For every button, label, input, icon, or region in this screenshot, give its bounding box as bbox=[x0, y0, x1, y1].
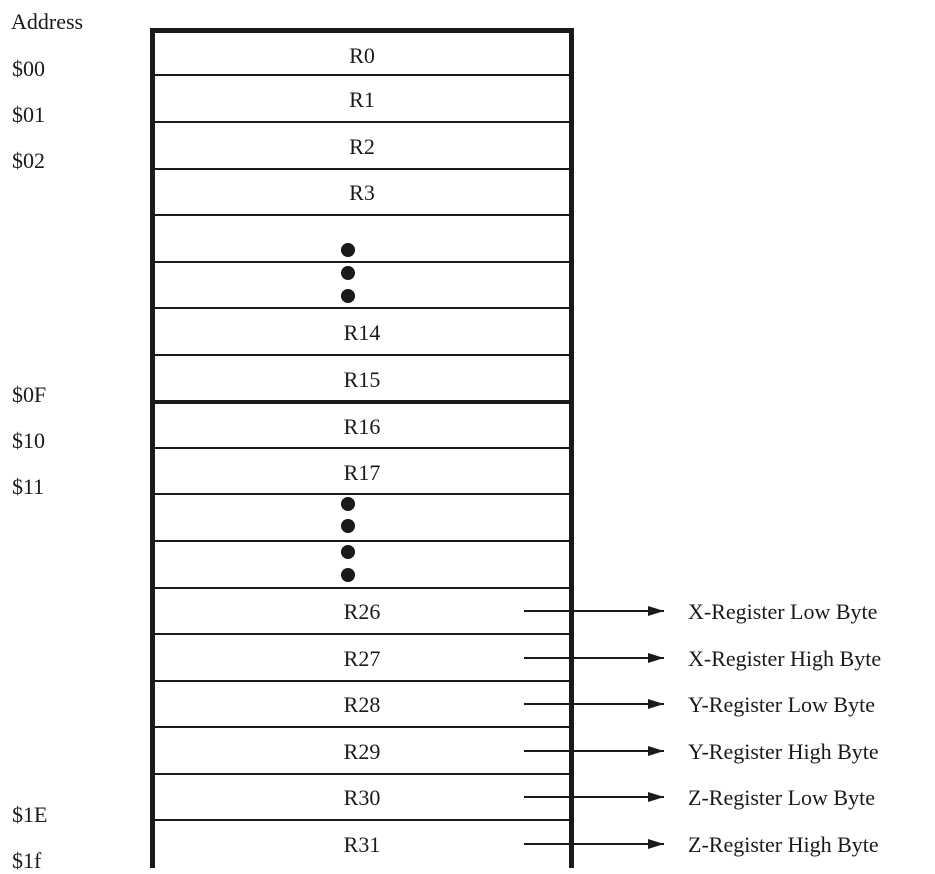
address-1e: $1E bbox=[12, 802, 48, 827]
pointer-label-y-high: Y-Register High Byte bbox=[688, 739, 879, 764]
row-divider bbox=[154, 261, 570, 263]
row-divider bbox=[154, 726, 570, 728]
register-row-r17: R17 bbox=[154, 450, 570, 497]
register-label: R15 bbox=[343, 367, 381, 392]
address-01: $01 bbox=[12, 102, 45, 127]
address-0f: $0F bbox=[12, 382, 47, 407]
address-header: Address bbox=[11, 9, 84, 34]
register-label: R30 bbox=[343, 785, 381, 810]
register-row-r30: R30 bbox=[154, 775, 570, 822]
address-00: $00 bbox=[12, 56, 45, 81]
register-label: R27 bbox=[343, 646, 381, 671]
register-label: R31 bbox=[343, 832, 381, 857]
ellipsis-dot bbox=[341, 243, 355, 257]
register-row-r28: R28 bbox=[154, 682, 570, 729]
ellipsis-dot bbox=[341, 519, 355, 533]
register-row-r16: R16 bbox=[154, 404, 570, 451]
register-row-r0: R0 bbox=[154, 33, 570, 80]
row-divider bbox=[154, 773, 570, 775]
address-11: $11 bbox=[12, 474, 45, 499]
register-row-r1: R1 bbox=[154, 77, 570, 124]
row-divider bbox=[154, 354, 570, 356]
register-file-frame bbox=[150, 28, 574, 868]
row-divider bbox=[154, 540, 570, 542]
ellipsis-dot bbox=[341, 266, 355, 280]
ellipsis-dot bbox=[341, 289, 355, 303]
row-divider bbox=[154, 680, 570, 682]
register-row-r29: R29 bbox=[154, 729, 570, 776]
register-label: R1 bbox=[349, 87, 375, 112]
bank-divider bbox=[154, 400, 570, 404]
register-row-r15: R15 bbox=[154, 357, 570, 404]
register-label: R29 bbox=[343, 739, 381, 764]
register-label: R26 bbox=[343, 599, 381, 624]
pointer-label-x-low: X-Register Low Byte bbox=[688, 599, 878, 624]
register-label: R28 bbox=[343, 692, 381, 717]
pointer-label-z-low: Z-Register Low Byte bbox=[688, 785, 875, 810]
row-divider bbox=[154, 447, 570, 449]
row-divider bbox=[154, 214, 570, 216]
ellipsis-dot bbox=[341, 568, 355, 582]
row-divider bbox=[154, 307, 570, 309]
ellipsis-dot bbox=[341, 497, 355, 511]
register-row-r26: R26 bbox=[154, 589, 570, 636]
register-row-r3: R3 bbox=[154, 170, 570, 217]
row-divider bbox=[154, 633, 570, 635]
address-10: $10 bbox=[12, 428, 45, 453]
row-divider bbox=[154, 121, 570, 123]
register-row-r27: R27 bbox=[154, 636, 570, 683]
row-divider bbox=[154, 74, 570, 76]
register-row-r2: R2 bbox=[154, 124, 570, 171]
pointer-label-y-low: Y-Register Low Byte bbox=[688, 692, 875, 717]
register-row-r14: R14 bbox=[154, 310, 570, 357]
register-label: R3 bbox=[349, 180, 375, 205]
ellipsis-dot bbox=[341, 545, 355, 559]
address-02: $02 bbox=[12, 148, 45, 173]
register-label: R0 bbox=[349, 43, 375, 68]
register-label: R17 bbox=[343, 460, 381, 485]
register-label: R16 bbox=[343, 414, 381, 439]
row-divider bbox=[154, 587, 570, 589]
row-divider bbox=[154, 819, 570, 821]
pointer-label-x-high: X-Register High Byte bbox=[688, 646, 882, 671]
pointer-label-z-high: Z-Register High Byte bbox=[688, 832, 879, 857]
register-row-r31: R31 bbox=[154, 822, 570, 869]
row-divider bbox=[154, 493, 570, 495]
register-label: R14 bbox=[343, 320, 381, 345]
row-divider bbox=[154, 168, 570, 170]
register-label: R2 bbox=[349, 134, 375, 159]
